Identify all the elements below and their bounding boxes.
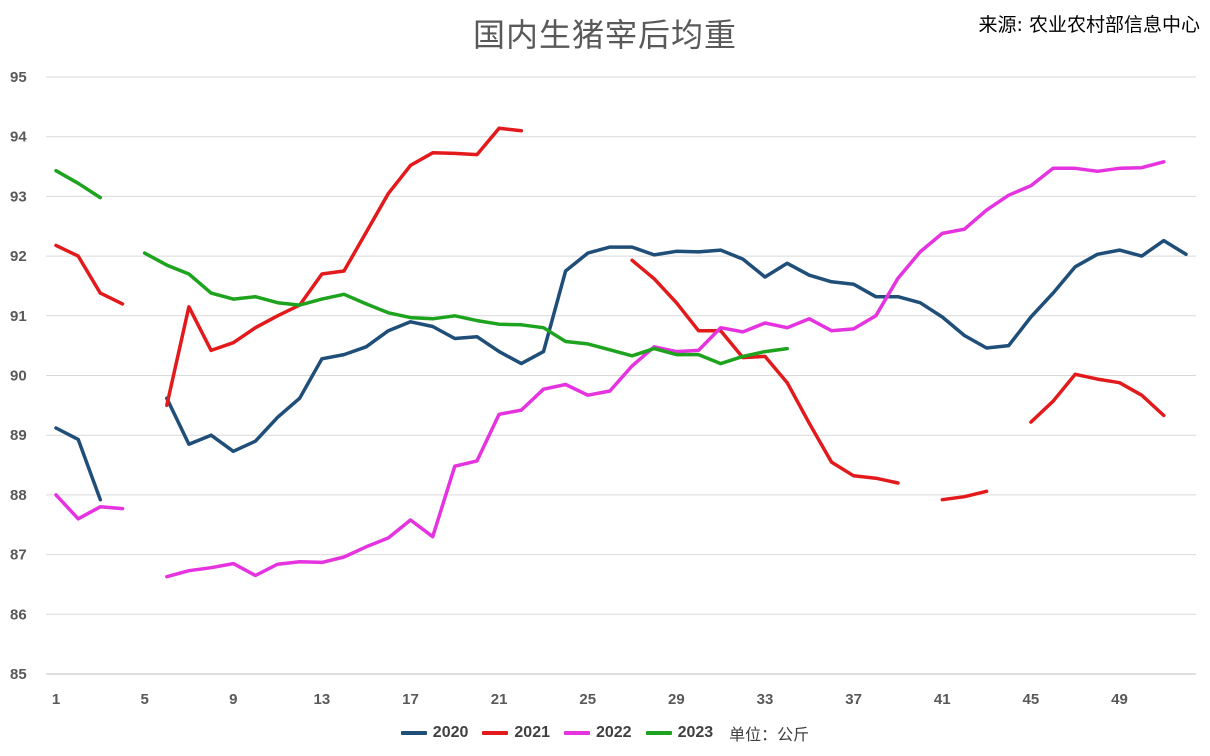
x-tick-label: 41 xyxy=(934,691,951,708)
series-2020 xyxy=(54,238,1188,502)
y-tick-label: 92 xyxy=(10,248,27,265)
x-tick-label: 37 xyxy=(845,691,862,708)
y-tick-label: 89 xyxy=(10,427,27,444)
series-line-2020-segment-1 xyxy=(165,238,1188,454)
x-tick-label: 45 xyxy=(1023,691,1040,708)
series-line-2021-segment-0 xyxy=(54,243,125,306)
y-tick-label: 95 xyxy=(10,69,27,86)
x-tick-label: 1 xyxy=(52,691,60,708)
y-tick-label: 85 xyxy=(10,666,27,683)
legend-swatch-2022 xyxy=(563,731,590,735)
series-line-2021-segment-3 xyxy=(940,489,989,502)
y-tick-label: 90 xyxy=(10,368,27,385)
legend-label-2020: 2020 xyxy=(432,724,469,741)
x-tick-label: 5 xyxy=(140,691,148,708)
y-tick-label: 86 xyxy=(10,606,27,623)
y-tick-label: 91 xyxy=(10,308,27,325)
legend-label-2021: 2021 xyxy=(514,724,550,741)
legend-item-2020[interactable]: 2020 xyxy=(400,724,469,742)
x-axis-ticks: 1 5 9 13 17 21 25 29 33 37 41 45 49 xyxy=(52,691,1128,708)
y-tick-label: 87 xyxy=(10,547,27,564)
legend-label-2022: 2022 xyxy=(595,724,632,741)
series-line-2022-segment-0 xyxy=(54,493,125,521)
unit-label: 单位：公斤 xyxy=(729,725,810,744)
series-line-2021-segment-4 xyxy=(1029,372,1166,424)
series-2021 xyxy=(54,126,1166,502)
legend-label-2023: 2023 xyxy=(677,724,714,741)
y-axis-ticks: 85 86 87 88 89 90 91 92 93 94 95 xyxy=(10,69,27,683)
y-tick-label: 88 xyxy=(10,487,27,504)
series-lines xyxy=(54,126,1188,579)
x-tick-label: 25 xyxy=(579,691,596,708)
legend-swatch-2021 xyxy=(482,731,509,735)
series-2023 xyxy=(54,168,789,366)
x-tick-label: 13 xyxy=(314,691,331,708)
y-tick-label: 94 xyxy=(10,129,27,146)
series-2022 xyxy=(54,160,1166,579)
series-line-2021-segment-1 xyxy=(165,126,524,408)
series-line-2020-segment-0 xyxy=(54,426,103,502)
series-line-2022-segment-1 xyxy=(165,160,1166,579)
x-tick-label: 33 xyxy=(757,691,774,708)
gridlines xyxy=(46,76,1196,675)
y-tick-label: 93 xyxy=(10,188,27,205)
series-line-2023-segment-1 xyxy=(142,251,789,366)
legend-item-2023[interactable]: 2023 xyxy=(645,724,714,742)
legend-swatch-2023 xyxy=(645,731,672,735)
x-tick-label: 21 xyxy=(491,691,508,708)
x-tick-label: 49 xyxy=(1111,691,1128,708)
x-tick-label: 17 xyxy=(402,691,419,708)
legend-item-2021[interactable]: 2021 xyxy=(482,724,550,742)
x-tick-label: 29 xyxy=(668,691,685,708)
series-line-2023-segment-0 xyxy=(54,168,103,200)
x-tick-label: 9 xyxy=(229,691,237,708)
legend: 2020 2021 2022 2023 单位：公斤 xyxy=(0,720,1210,746)
legend-item-2022[interactable]: 2022 xyxy=(563,724,632,742)
legend-swatch-2020 xyxy=(400,731,427,735)
chart-source: 来源: 农业农村部信息中心 xyxy=(978,14,1200,36)
series-line-2021-segment-2 xyxy=(630,258,900,485)
chart-title: 国内生猪宰后均重 xyxy=(472,16,737,54)
